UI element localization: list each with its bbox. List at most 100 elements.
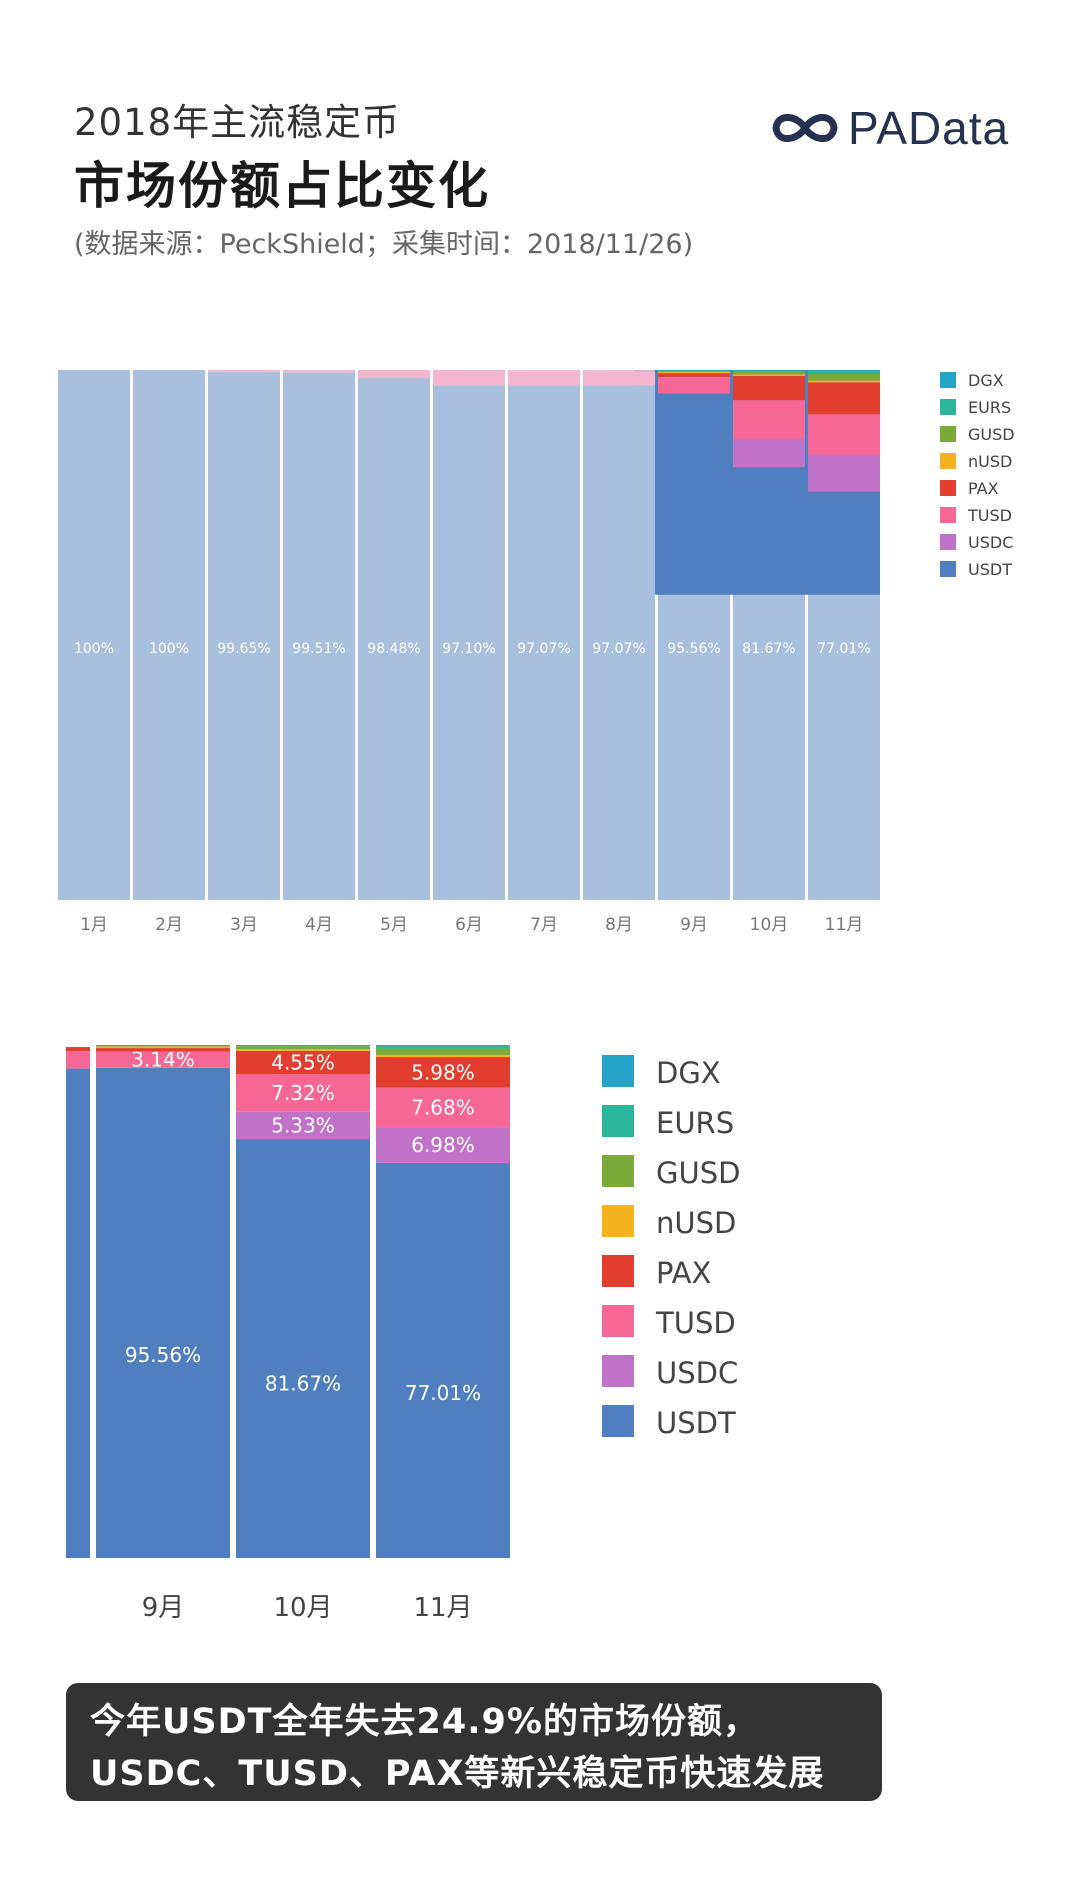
stacked-bar-chart-monthly: 100% 1月 100% 2月 99.65% 3月 99.51% 4月 98.48% 5月 97.1… [58, 370, 1015, 935]
x-tick-label-3: 11月 [413, 1593, 472, 1623]
x-tick-label-4: 4月 [305, 915, 333, 935]
bar-tusd-1 [96, 1051, 230, 1068]
bar-dgx-11 [808, 370, 880, 371]
bar-usdt-zoom-10 [733, 467, 805, 595]
bar-tusd-6 [433, 370, 505, 386]
data-label-2: 100% [149, 641, 189, 657]
bar-tusd-2 [236, 1074, 370, 1112]
legend-label-nusd: nUSD [968, 452, 1012, 471]
legend-label-gusd: GUSD [656, 1156, 740, 1190]
infinity-logo-icon [772, 114, 838, 142]
x-tick-label-11: 11月 [825, 915, 864, 935]
x-tick-label-1: 9月 [142, 1593, 185, 1623]
legend-swatch-eurs [940, 399, 956, 415]
data-label-5: 98.48% [367, 641, 420, 657]
bar-tusd-9 [658, 376, 730, 394]
legend-swatch-usdc [602, 1355, 634, 1387]
brand-logo: PAData [770, 98, 1009, 158]
legend-swatch-gusd [602, 1155, 634, 1187]
data-label-usdt-2: 81.67% [265, 1371, 341, 1395]
bar-usdt-3 [208, 371, 280, 901]
data-label-9: 95.56% [667, 641, 720, 657]
bar-pax-2 [236, 1050, 370, 1075]
data-label-usdt-3: 77.01% [405, 1381, 481, 1405]
data-label-tusd-2: 7.32% [271, 1081, 335, 1105]
legend-swatch-pax [602, 1255, 634, 1287]
legend-swatch-nusd [602, 1205, 634, 1237]
bar-tusd-7 [508, 370, 580, 386]
x-tick-label-2: 2月 [155, 915, 183, 935]
bar-tusd-3 [376, 1087, 510, 1128]
bar-gusd-10 [733, 371, 805, 375]
x-tick-label-3: 3月 [230, 915, 258, 935]
legend-bottom: DGX EURS GUSD nUSD PAX TUSD USDC USDT [602, 1055, 740, 1440]
legend-label-eurs: EURS [656, 1106, 734, 1140]
data-label-8: 97.07% [592, 641, 645, 657]
legend-swatch-usdt [602, 1405, 634, 1437]
bar-nusd-7 [508, 370, 580, 371]
bar-dgx-3 [376, 1045, 510, 1046]
x-tick-label-5: 5月 [380, 915, 408, 935]
bar-nusd-2 [236, 1049, 370, 1051]
bar-usdt-1 [58, 370, 130, 900]
legend-label-pax: PAX [656, 1256, 711, 1290]
x-tick-label-7: 7月 [530, 915, 558, 935]
bar-usdc-10 [733, 438, 805, 468]
bar-pax-11 [808, 382, 880, 415]
data-label-6: 97.10% [442, 641, 495, 657]
legend-label-nusd: nUSD [656, 1206, 736, 1240]
bar-pax-8 [583, 370, 655, 372]
bar-nusd-8 [583, 370, 655, 371]
bar-pax-1 [96, 1048, 230, 1052]
legend-swatch-dgx [602, 1055, 634, 1087]
bar-usdt-4 [283, 372, 355, 900]
bar-nusd-3 [376, 1055, 510, 1058]
bar-nusd-10 [733, 374, 805, 376]
legend-swatch-nusd [940, 453, 956, 469]
data-label-11: 77.01% [817, 641, 870, 657]
bar-eurs-3 [376, 1045, 510, 1049]
bar-pax-9 [658, 373, 730, 377]
bar-usdt-zoom-11 [808, 491, 880, 595]
data-label-usdc-3: 6.98% [411, 1133, 475, 1157]
x-tick-label-9: 9月 [680, 915, 708, 935]
bar-tusd-3 [208, 370, 280, 372]
bar-gusd-1 [96, 1046, 230, 1047]
bar-dgx-9 [658, 370, 730, 371]
legend-swatch-tusd [602, 1305, 634, 1337]
x-tick-label-6: 6月 [455, 915, 483, 935]
data-label-10: 81.67% [742, 641, 795, 657]
legend-label-dgx: DGX [656, 1056, 721, 1090]
data-source-note: (数据来源：PeckShield；采集时间：2018/11/26) [74, 229, 694, 260]
sliver-usdt [66, 1068, 90, 1558]
data-label-tusd-1: 3.14% [131, 1048, 195, 1072]
data-label-1: 100% [74, 641, 114, 657]
bar-tusd-10 [733, 400, 805, 439]
bar-usdt-1 [96, 1067, 230, 1558]
bar-dgx-2 [236, 1045, 370, 1046]
bar-usdc-2 [236, 1111, 370, 1140]
bar-usdt-2 [133, 370, 205, 900]
bar-pax-3 [376, 1057, 510, 1088]
bar-eurs-2 [236, 1045, 370, 1047]
legend-label-usdt: USDT [968, 560, 1012, 579]
legend-label-usdc: USDC [968, 533, 1013, 552]
bar-dgx-1 [96, 1045, 230, 1046]
legend-label-gusd: GUSD [968, 425, 1015, 444]
legend-swatch-eurs [602, 1105, 634, 1137]
bar-eurs-1 [96, 1045, 230, 1047]
data-label-pax-3: 5.98% [411, 1060, 475, 1084]
bar-tusd-4 [283, 370, 355, 373]
bar-eurs-10 [733, 370, 805, 372]
brand-name: PAData [848, 102, 1010, 154]
x-tick-label-2: 10月 [273, 1593, 332, 1623]
legend-label-dgx: DGX [968, 371, 1004, 390]
x-tick-label-8: 8月 [605, 915, 633, 935]
legend-swatch-pax [940, 480, 956, 496]
page-title: 市场份额占比变化 [74, 157, 490, 215]
bar-usdt-8 [583, 385, 655, 900]
summary-line-1: 今年USDT全年失去24.9%的市场份额， [90, 1702, 759, 1742]
legend-label-eurs: EURS [968, 398, 1011, 417]
summary-line-2: USDC、TUSD、PAX等新兴稳定币快速发展 [90, 1754, 825, 1794]
data-label-7: 97.07% [517, 641, 570, 657]
